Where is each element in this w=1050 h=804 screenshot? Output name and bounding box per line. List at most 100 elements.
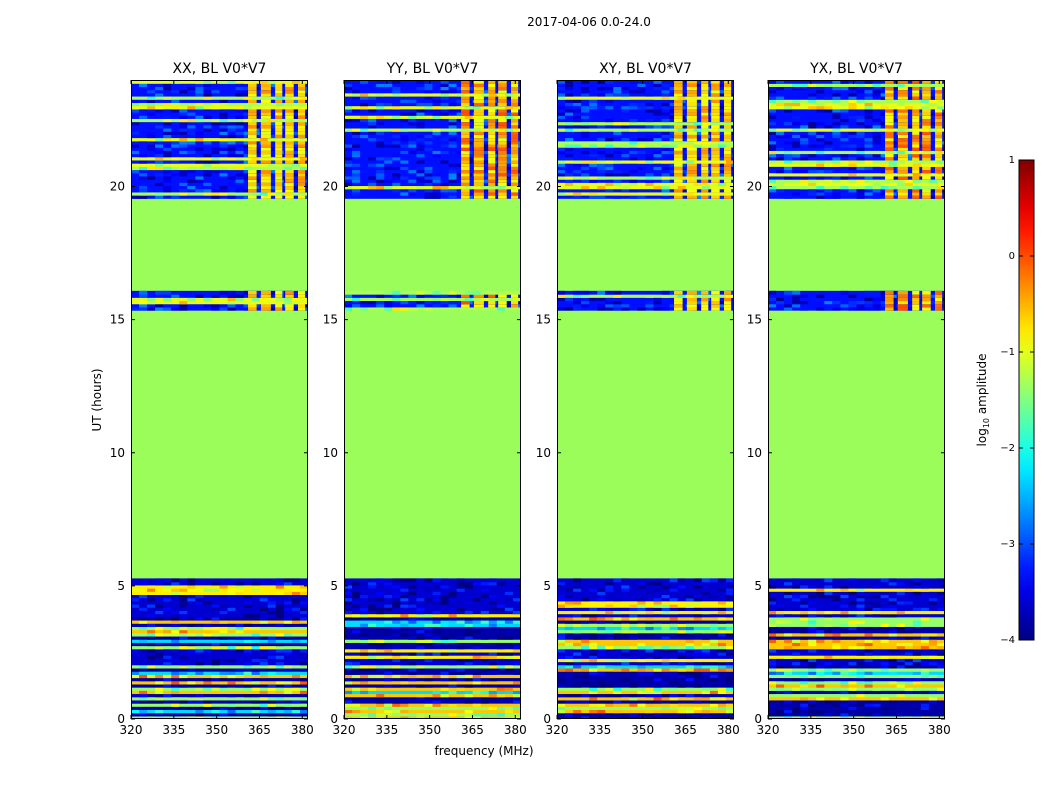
heatmap-cell: [235, 303, 244, 308]
heatmap-cell: [360, 607, 369, 611]
heatmap-cell: [139, 175, 148, 180]
heatmap-rfi-cell: [461, 140, 470, 145]
heatmap-cell: [581, 674, 590, 679]
heatmap-rfi-cell: [686, 134, 697, 139]
heatmap-cell: [251, 156, 260, 161]
heatmap-cell: [621, 105, 630, 110]
heatmap-cell: [661, 140, 670, 145]
heatmap-rfi-cell: [461, 188, 470, 193]
heatmap-cell: [896, 600, 905, 605]
heatmap-rfi-cell: [298, 115, 306, 119]
heatmap-cell: [888, 185, 897, 190]
heatmap-cell: [251, 639, 260, 643]
y-tick-label: 15: [747, 313, 762, 327]
heatmap-cell: [621, 89, 630, 94]
heatmap-cell: [677, 95, 686, 100]
heatmap-cell: [840, 712, 849, 717]
heatmap-cell: [573, 642, 582, 647]
heatmap-rfi-cell: [897, 140, 908, 145]
heatmap-rfi-cell: [298, 175, 306, 180]
heatmap-rfi-cell: [897, 290, 908, 295]
heatmap-cell: [235, 140, 244, 145]
heatmap-cell: [653, 86, 662, 91]
heatmap-cell: [621, 578, 630, 583]
heatmap-cell: [163, 607, 172, 611]
heatmap-cell: [291, 99, 300, 103]
heatmap-cell: [840, 703, 849, 707]
heatmap-cell: [581, 639, 590, 643]
heatmap-cell: [259, 658, 268, 663]
heatmap-cell: [573, 588, 582, 592]
heatmap-cell: [496, 706, 505, 711]
heatmap-cell: [179, 597, 188, 602]
heatmap-cell: [661, 706, 670, 711]
heatmap-cell: [203, 623, 212, 627]
heatmap-cell: [424, 83, 433, 87]
heatmap-rfi-cell: [488, 95, 496, 100]
heatmap-cell: [717, 153, 726, 158]
heatmap-rfi-cell: [922, 290, 931, 295]
heatmap-cell: [235, 588, 244, 592]
heatmap-cell: [488, 623, 497, 627]
heatmap-cell: [848, 619, 857, 624]
heatmap-rfi-cell: [724, 137, 732, 142]
heatmap-rfi-cell: [248, 124, 257, 129]
heatmap-cell: [637, 150, 646, 155]
heatmap-cell: [267, 92, 276, 97]
heatmap-cell: [621, 143, 630, 148]
heatmap-row: [131, 578, 308, 583]
heatmap-cell: [768, 613, 777, 618]
heatmap-cell: [645, 648, 654, 653]
heatmap-cell: [424, 613, 433, 618]
heatmap-cell: [203, 648, 212, 653]
heatmap-cell: [171, 706, 180, 711]
heatmap-cell: [219, 626, 228, 631]
heatmap-cell: [448, 683, 457, 688]
heatmap-cell: [613, 83, 622, 87]
heatmap-cell: [416, 629, 425, 634]
heatmap-rfi-cell: [511, 121, 519, 126]
heatmap-cell: [400, 159, 409, 164]
heatmap-row: [131, 693, 308, 698]
heatmap-cell: [243, 600, 252, 605]
heatmap-cell: [360, 658, 369, 663]
heatmap-cell: [565, 661, 574, 666]
heatmap-cell: [275, 696, 284, 701]
heatmap-cell: [936, 603, 945, 608]
heatmap-cell: [139, 690, 148, 695]
heatmap-cell: [275, 610, 284, 615]
heatmap-cell: [408, 584, 417, 589]
heatmap-cell: [709, 143, 718, 148]
heatmap-cell: [653, 185, 662, 190]
heatmap-cell: [392, 584, 401, 589]
heatmap-rfi-cell: [275, 134, 283, 139]
heatmap-cell: [235, 188, 244, 193]
heatmap-cell: [717, 661, 726, 666]
heatmap-cell: [669, 693, 678, 698]
heatmap-rfi-cell: [248, 134, 257, 139]
heatmap-cell: [816, 179, 825, 183]
heatmap-cell: [677, 185, 686, 190]
heatmap-row: [768, 153, 945, 158]
heatmap-cell: [131, 143, 140, 148]
heatmap-cell: [464, 693, 473, 698]
heatmap-cell: [440, 578, 449, 583]
heatmap-cell: [155, 578, 164, 583]
heatmap-cell: [187, 648, 196, 653]
heatmap-rfi-cell: [498, 83, 507, 87]
heatmap-cell: [557, 297, 566, 302]
heatmap-cell: [904, 690, 913, 695]
heatmap-cell: [888, 658, 897, 663]
heatmap-cell: [856, 150, 865, 155]
heatmap-cell: [888, 690, 897, 695]
heatmap-cell: [147, 623, 156, 627]
heatmap-rfi-cell: [461, 182, 470, 187]
heatmap-rfi-cell: [711, 131, 720, 135]
heatmap-cell: [597, 105, 606, 110]
heatmap-rfi-cell: [897, 115, 908, 119]
heatmap-cell: [219, 645, 228, 650]
heatmap-rfi-cell: [260, 124, 271, 129]
heatmap-cell: [219, 664, 228, 669]
heatmap-cell: [440, 677, 449, 682]
heatmap-cell: [203, 610, 212, 615]
